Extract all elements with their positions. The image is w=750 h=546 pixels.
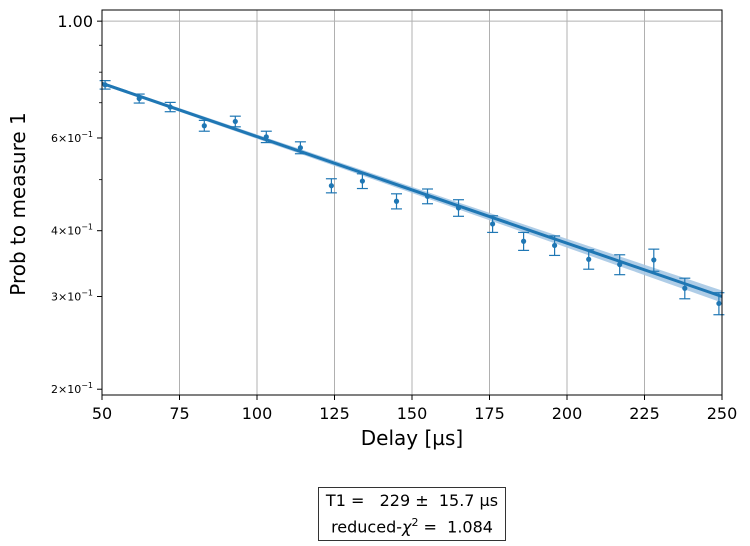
data-point (614, 254, 626, 276)
x-tick-label: 200 (552, 404, 583, 423)
data-marker (490, 221, 496, 227)
x-tick-label: 100 (242, 404, 273, 423)
data-marker (232, 118, 238, 125)
t1-result: T1 = 229 ± 15.7 µs (325, 490, 499, 510)
x-axis-ticks: 50 75 100 125 150 175 200 225 250 (92, 395, 737, 423)
x-tick-label: 250 (707, 404, 738, 423)
data-point (164, 101, 176, 113)
data-point (260, 130, 272, 144)
data-point (99, 80, 111, 90)
y-tick-label: 4×10−1 (51, 223, 93, 238)
x-tick-label: 75 (169, 404, 189, 423)
data-point (453, 199, 464, 217)
data-marker (263, 134, 269, 140)
x-tick-label: 150 (397, 404, 428, 423)
y-axis-label: Prob to measure 1 (6, 112, 30, 296)
data-point (549, 235, 561, 257)
data-point (198, 119, 210, 132)
data-marker (136, 95, 142, 102)
data-marker (167, 104, 173, 110)
fit-line-path (101, 81, 723, 298)
x-tick-label: 50 (92, 404, 112, 423)
data-marker (651, 257, 657, 263)
x-tick-label: 225 (629, 404, 660, 423)
data-marker (102, 82, 108, 88)
data-point (713, 292, 725, 316)
data-point (648, 248, 660, 272)
data-marker (297, 145, 303, 151)
data-point (679, 277, 691, 300)
chi-prefix: reduced- (331, 517, 402, 537)
data-marker (716, 300, 722, 307)
data-point (294, 141, 306, 155)
data-point (487, 215, 499, 234)
y-tick-label: 2×10−1 (51, 381, 93, 396)
data-marker (328, 183, 334, 189)
x-tick-label: 125 (319, 404, 350, 423)
x-axis-label: Delay [µs] (361, 426, 463, 450)
data-marker (521, 238, 527, 244)
data-marker (455, 205, 462, 211)
data-marker (424, 193, 431, 199)
x-tick-label: 175 (474, 404, 505, 423)
y-tick-label: 1.00 (57, 12, 93, 31)
data-point (422, 188, 433, 205)
data-marker (586, 256, 592, 262)
fit-line (101, 81, 723, 298)
chi-value: = 1.084 (418, 517, 493, 537)
data-point (356, 173, 368, 190)
grid (102, 10, 722, 395)
data-point (325, 178, 337, 194)
data-point (518, 231, 530, 251)
data-point (583, 249, 595, 270)
y-axis-ticks: 1.00 6×10−1 4×10−1 3×10−1 2×10−1 (51, 12, 102, 396)
y-tick-label: 3×10−1 (51, 288, 93, 303)
data-marker (682, 285, 688, 291)
data-marker (201, 123, 207, 129)
y-tick-label: 6×10−1 (51, 130, 93, 145)
data-marker (359, 178, 365, 184)
chi-squared-result: reduced-χ2 = 1.084 (331, 512, 493, 538)
chi-exponent: 2 (411, 515, 419, 529)
data-points (99, 80, 725, 316)
data-point (133, 93, 145, 104)
data-point (391, 193, 402, 210)
data-marker (617, 261, 623, 268)
fit-result-box: T1 = 229 ± 15.7 µs reduced-χ2 = 1.084 (318, 487, 506, 541)
data-marker (393, 198, 400, 204)
chi-symbol: χ (402, 517, 412, 537)
data-point (229, 115, 241, 128)
data-marker (552, 242, 558, 249)
